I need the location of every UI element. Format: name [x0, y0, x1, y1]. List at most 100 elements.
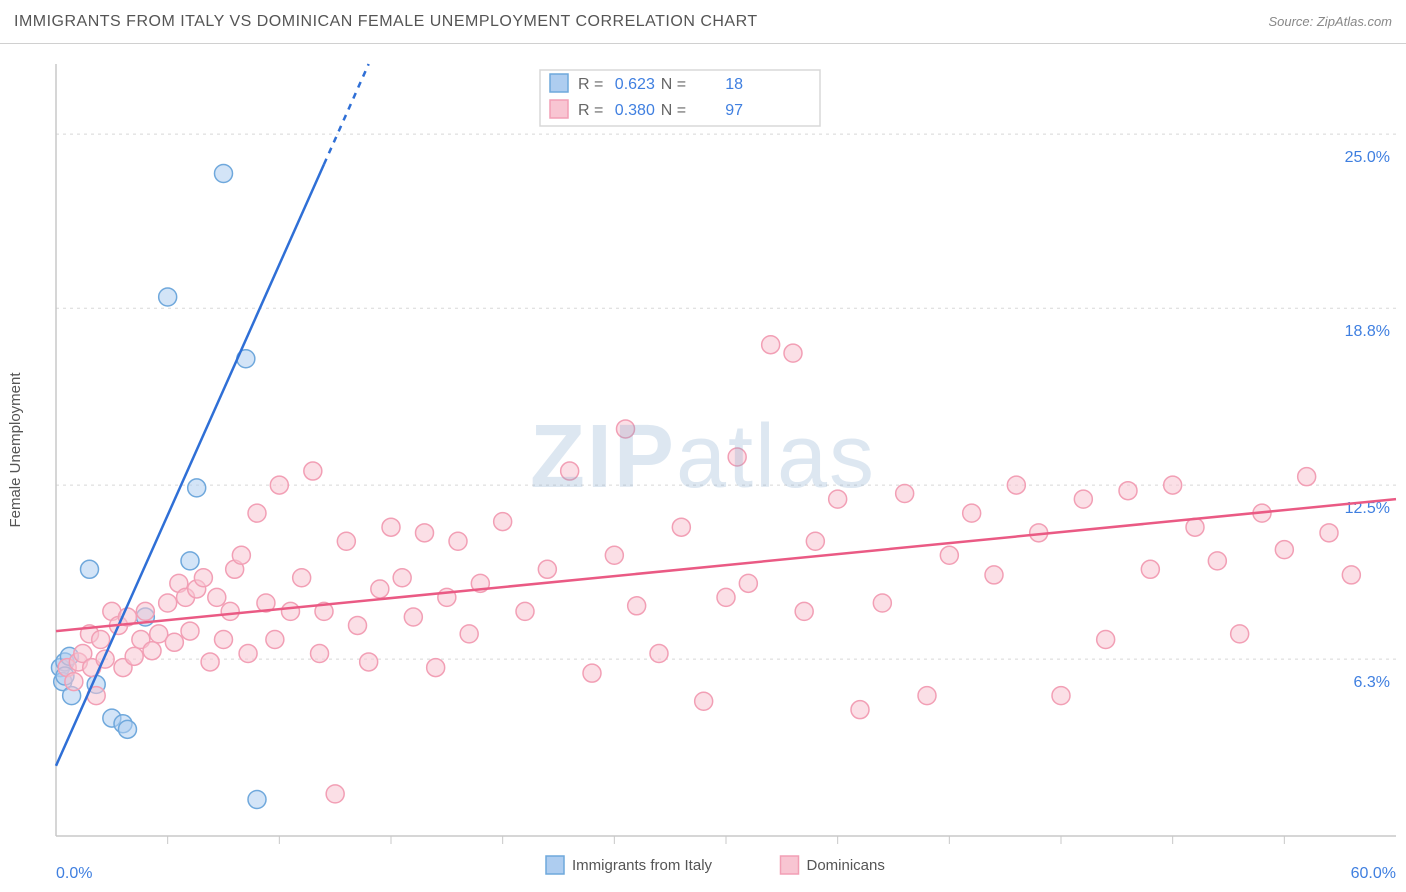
dominicans-point: [896, 485, 914, 503]
legend-stat: 97: [725, 102, 743, 119]
y-axis-label: Female Unemployment: [7, 372, 24, 528]
dominicans-point: [516, 602, 534, 620]
legend-stat: 0.623: [615, 76, 655, 93]
dominicans-point: [583, 664, 601, 682]
dominicans-point: [371, 580, 389, 598]
dominicans-point: [282, 602, 300, 620]
dominicans-point: [963, 504, 981, 522]
bottom-legend-swatch: [546, 856, 564, 874]
chart-title: IMMIGRANTS FROM ITALY VS DOMINICAN FEMAL…: [14, 13, 758, 31]
dominicans-point: [326, 785, 344, 803]
dominicans-point: [92, 630, 110, 648]
dominicans-point: [360, 653, 378, 671]
dominicans-point: [416, 524, 434, 542]
dominicans-point: [739, 574, 757, 592]
italy-trendline-dash: [324, 64, 369, 164]
dominicans-point: [293, 569, 311, 587]
title-bar: IMMIGRANTS FROM ITALY VS DOMINICAN FEMAL…: [0, 0, 1406, 44]
dominicans-point: [337, 532, 355, 550]
italy-point: [248, 791, 266, 809]
legend-swatch: [550, 74, 568, 92]
dominicans-point: [494, 513, 512, 531]
dominicans-point: [650, 645, 668, 663]
dominicans-point: [221, 602, 239, 620]
dominicans-point: [215, 630, 233, 648]
dominicans-point: [208, 588, 226, 606]
dominicans-point: [1052, 687, 1070, 705]
dominicans-point: [65, 673, 83, 691]
dominicans-point: [829, 490, 847, 508]
chart-area: 6.3%12.5%18.8%25.0%Female Unemployment0.…: [0, 44, 1406, 892]
legend-stat: N =: [661, 76, 686, 93]
dominicans-point: [617, 420, 635, 438]
dominicans-point: [605, 546, 623, 564]
italy-point: [188, 479, 206, 497]
y-tick-label: 25.0%: [1345, 149, 1390, 166]
dominicans-point: [1275, 541, 1293, 559]
dominicans-point: [695, 692, 713, 710]
dominicans-point: [918, 687, 936, 705]
dominicans-point: [1186, 518, 1204, 536]
dominicans-point: [266, 630, 284, 648]
dominicans-point: [181, 622, 199, 640]
dominicans-point: [1097, 630, 1115, 648]
dominicans-point: [165, 633, 183, 651]
dominicans-point: [404, 608, 422, 626]
dominicans-point: [940, 546, 958, 564]
dominicans-point: [538, 560, 556, 578]
dominicans-point: [672, 518, 690, 536]
x-max-label: 60.0%: [1351, 865, 1396, 882]
dominicans-point: [1119, 482, 1137, 500]
dominicans-point: [1342, 566, 1360, 584]
dominicans-point: [985, 566, 1003, 584]
dominicans-point: [1320, 524, 1338, 542]
legend-stat: R =: [578, 76, 603, 93]
dominicans-point: [248, 504, 266, 522]
dominicans-point: [382, 518, 400, 536]
dominicans-point: [873, 594, 891, 612]
y-tick-label: 18.8%: [1345, 323, 1390, 340]
dominicans-point: [806, 532, 824, 550]
legend-stat: N =: [661, 102, 686, 119]
italy-point: [118, 720, 136, 738]
dominicans-series: [58, 336, 1360, 803]
legend-stat: 0.380: [615, 102, 655, 119]
dominicans-point: [717, 588, 735, 606]
bottom-legend-swatch: [781, 856, 799, 874]
bottom-legend-label: Immigrants from Italy: [572, 857, 713, 874]
dominicans-point: [125, 647, 143, 665]
italy-point: [81, 560, 99, 578]
dominicans-point: [1074, 490, 1092, 508]
dominicans-point: [349, 616, 367, 634]
y-tick-label: 6.3%: [1354, 674, 1390, 691]
dominicans-point: [449, 532, 467, 550]
legend-stat: 18: [725, 76, 743, 93]
x-min-label: 0.0%: [56, 865, 92, 882]
dominicans-point: [427, 659, 445, 677]
dominicans-point: [628, 597, 646, 615]
dominicans-point: [270, 476, 288, 494]
dominicans-point: [311, 645, 329, 663]
dominicans-point: [784, 344, 802, 362]
dominicans-point: [232, 546, 250, 564]
dominicans-point: [1141, 560, 1159, 578]
dominicans-point: [1007, 476, 1025, 494]
dominicans-point: [561, 462, 579, 480]
dominicans-point: [194, 569, 212, 587]
scatter-chart: 6.3%12.5%18.8%25.0%Female Unemployment0.…: [0, 44, 1406, 892]
dominicans-point: [728, 448, 746, 466]
italy-series: [51, 164, 266, 808]
dominicans-point: [460, 625, 478, 643]
italy-point: [159, 288, 177, 306]
dominicans-point: [159, 594, 177, 612]
dominicans-point: [136, 602, 154, 620]
dominicans-point: [1231, 625, 1249, 643]
dominicans-point: [1164, 476, 1182, 494]
dominicans-point: [1208, 552, 1226, 570]
dominicans-point: [143, 642, 161, 660]
chart-source: Source: ZipAtlas.com: [1268, 14, 1392, 29]
bottom-legend-label: Dominicans: [807, 857, 885, 874]
dominicans-point: [393, 569, 411, 587]
legend-swatch: [550, 100, 568, 118]
legend-stat: R =: [578, 102, 603, 119]
